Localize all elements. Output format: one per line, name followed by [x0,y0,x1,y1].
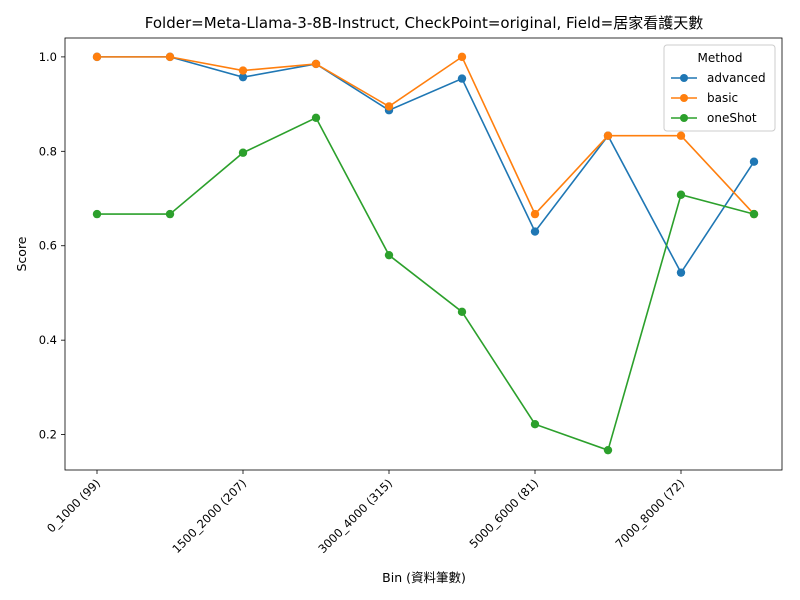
y-axis: 0.2 0.4 0.6 0.8 1.0 [39,50,65,442]
series-line-oneShot [97,116,755,452]
legend: Method advanced basic oneShot [663,44,776,132]
data-point-basic [384,102,394,111]
data-point-oneShot [603,445,613,455]
series-layer [92,52,759,455]
data-point-oneShot [165,209,175,219]
data-point-basic [530,209,540,219]
data-point-oneShot [749,209,759,219]
y-tick-label: 0.4 [39,333,57,347]
data-point-basic [457,52,467,62]
data-point-oneShot [457,307,467,317]
x-tick-label: 1500_2000 (207) [169,476,249,556]
legend-label: oneShot [707,111,757,125]
data-point-advanced [238,72,248,82]
x-tick-label: 3000_4000 (315) [315,476,395,556]
series-line-advanced [97,56,755,275]
legend-box [663,44,776,132]
data-point-oneShot [676,190,686,199]
data-point-oneShot [384,250,394,260]
y-axis-label: Score [14,236,29,271]
legend-swatch-marker [680,114,688,122]
legend-entry-oneShot: oneShot [671,111,757,125]
data-point-oneShot [92,209,102,219]
legend-title: Method [697,51,742,65]
series-oneShot [92,113,759,455]
plot-area [64,37,783,471]
data-point-basic [92,52,102,62]
y-tick-label: 1.0 [39,50,57,64]
legend-entry-basic: basic [671,91,738,105]
legend-swatch-marker [680,74,688,82]
legend-swatch-marker [680,94,688,102]
series-advanced [92,52,759,277]
data-point-oneShot [530,420,540,429]
legend-entry-advanced: advanced [671,71,766,85]
x-tick-label: 0_1000 (99) [44,476,103,535]
data-point-basic [311,59,321,69]
data-point-oneShot [311,113,321,122]
data-point-advanced [530,227,540,236]
x-tick-label: 7000_8000 (72) [612,476,687,551]
series-line-basic [97,55,755,216]
data-point-basic [603,131,613,140]
y-tick-label: 0.8 [39,144,57,158]
series-basic [92,52,759,219]
data-point-advanced [457,74,467,83]
data-point-basic [676,131,686,140]
y-tick-label: 0.6 [39,239,57,253]
legend-label: advanced [707,71,766,85]
data-point-oneShot [238,148,248,157]
data-point-basic [238,66,248,75]
data-point-advanced [749,157,759,166]
x-tick-label: 5000_6000 (81) [466,476,541,551]
legend-label: basic [707,91,738,105]
chart-title: Folder=Meta-Llama-3-8B-Instruct, CheckPo… [145,14,703,32]
x-axis-label: Bin (資料筆數) [382,570,466,585]
data-point-advanced [676,268,686,277]
y-tick-label: 0.2 [39,428,57,442]
data-point-basic [165,52,175,62]
x-axis: 0_1000 (99) 1500_2000 (207) 3000_4000 (315… [44,470,687,556]
